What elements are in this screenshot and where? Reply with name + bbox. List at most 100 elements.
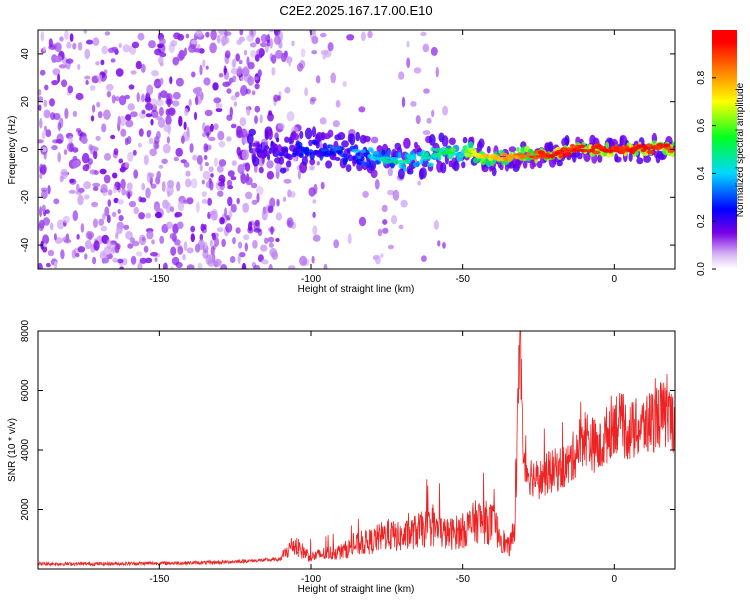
heatmap-cell [47,249,55,257]
heatmap-cell [375,254,381,265]
heatmap-cell [44,125,47,132]
heatmap-cell [250,182,258,189]
heatmap-cell [163,262,168,269]
heatmap-cell [201,179,205,185]
heatmap-cell [270,226,274,235]
x-tick-label: -50 [455,274,470,285]
heatmap-cell [115,68,124,77]
heatmap-cell [93,150,98,160]
heatmap-cell [185,33,190,39]
heatmap-cell [251,90,256,96]
heatmap-cell [92,182,101,188]
heatmap-cell [327,129,334,138]
heatmap-cell [135,251,143,257]
heatmap-cell [130,70,137,75]
heatmap-cell [39,118,43,129]
heatmap-cell [246,106,251,116]
heatmap-cell [41,164,47,174]
heatmap-cell [246,34,255,42]
heatmap-cell [628,151,633,162]
heatmap-cell [50,112,56,121]
heatmap-cell [46,262,51,268]
heatmap-cell [282,196,287,202]
heatmap-cell [105,83,114,91]
heatmap-cell [277,95,281,101]
heatmap-cell [226,88,232,94]
heatmap-cell [247,76,255,86]
heatmap-cell [41,146,47,153]
heatmap-cell [311,255,315,264]
heatmap-y-ticks: -40 -20 0 20 40 [20,48,675,252]
heatmap-cell [301,156,308,166]
heatmap-cell [284,86,291,94]
heatmap-cell [351,148,361,153]
heatmap-cell [183,199,188,204]
heatmap-cell [209,239,214,247]
heatmap-cell [137,142,142,148]
y-tick-label: 40 [20,48,31,60]
heatmap-cell [172,56,179,66]
heatmap-cell [352,155,356,160]
heatmap-cell [42,242,48,248]
heatmap-cell [186,247,194,254]
heatmap-cell [207,197,213,206]
heatmap-cell [407,168,414,175]
heatmap-cell [227,196,233,207]
heatmap-cell [88,144,93,151]
heatmap-cell [358,216,367,227]
heatmap-cell [362,135,371,142]
heatmap-cell [286,217,294,229]
heatmap-cell [248,128,256,136]
heatmap-cell [154,211,162,219]
heatmap-cell [478,138,485,149]
heatmap-cell [240,128,248,138]
y-tick-label: 2000 [20,498,31,521]
heatmap-cell [162,143,171,154]
heatmap-cell [267,205,274,213]
heatmap-cell [102,213,106,220]
heatmap-cell [367,30,373,39]
heatmap-cell [200,223,205,232]
heatmap-cell [92,37,100,46]
heatmap-cell [241,149,249,161]
heatmap-cell [170,266,174,269]
heatmap-cell [172,91,181,100]
heatmap-cell [311,126,317,138]
heatmap-cell [92,104,96,113]
heatmap-cell [273,143,279,152]
heatmap-cell [204,125,212,136]
heatmap-cell [205,65,209,70]
heatmap-cell [47,185,51,195]
heatmap-cell [100,59,105,66]
heatmap-cell [151,239,155,245]
heatmap-cell [45,129,52,138]
y-tick-label: 4000 [20,438,31,461]
heatmap-cell [202,132,207,138]
heatmap-cell [122,258,128,266]
heatmap-cell [210,30,217,41]
heatmap-cell [467,141,474,150]
heatmap-x-ticks: -150 -100 -50 0 [149,30,618,285]
heatmap-cell [106,238,112,250]
heatmap-cell [235,53,240,62]
heatmap-cell [169,206,175,213]
heatmap-cell [100,225,108,232]
heatmap-cell [183,121,187,130]
heatmap-cell [39,206,43,218]
heatmap-cell [146,84,154,96]
colorbar-gradient [712,30,737,269]
heatmap-cell [201,191,207,198]
heatmap-cell [291,40,295,47]
heatmap-cell [259,114,263,124]
heatmap-cell [380,253,384,258]
heatmap-cell [255,186,264,196]
heatmap-cell [151,70,159,77]
heatmap-cell [195,86,202,94]
heatmap-cell [159,77,164,85]
heatmap-cell [186,264,195,269]
heatmap-cell [267,236,275,243]
heatmap-cell [273,94,279,102]
heatmap-cell [312,211,316,218]
heatmap-cell [254,115,258,124]
heatmap-cell [369,156,379,161]
